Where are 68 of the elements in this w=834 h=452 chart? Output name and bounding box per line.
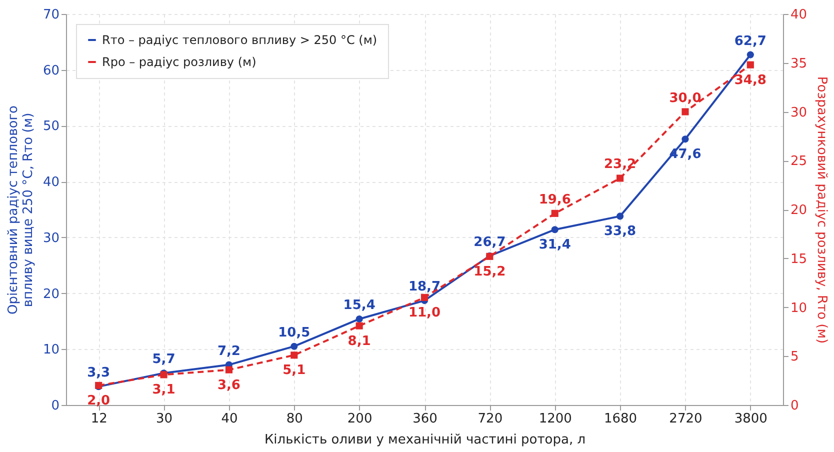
data-label: 30,0 [669,90,702,106]
x-tick-label: 360 [412,412,438,426]
point [746,61,754,68]
y2-tick-label: 25 [790,154,808,170]
data-label: 5,1 [282,363,306,378]
point [682,136,689,143]
x-tick-label: 200 [347,412,372,426]
y-tick-label: 70 [42,8,60,22]
data-label: 3,3 [87,366,110,381]
data-label: 23,2 [604,157,636,172]
x-tick-label: 720 [478,412,503,426]
point [356,315,363,323]
x-tick-label: 1680 [604,412,638,426]
data-label: 3,6 [217,378,240,393]
point [682,108,689,116]
x-axis-title: Кількість оливи у механічній частині ротора, л [264,432,586,448]
point [551,210,558,217]
y-tick-label: 0 [51,398,60,414]
point [356,322,363,330]
y2-tick-label: 15 [790,252,808,267]
legend-label: Rро – радіус розливу (м) [102,55,256,69]
data-label: 3,1 [152,382,176,398]
data-label: 62,7 [734,34,766,49]
y-tick-label: 20 [42,286,60,302]
data-label: 34,8 [734,72,766,88]
data-label: 7,2 [217,344,240,359]
y2-tick-label: 30 [790,105,808,120]
y-tick-label: 50 [42,119,60,134]
point [616,174,624,182]
x-tick-label: 3800 [734,412,768,426]
y2-tick-label: 40 [790,8,808,22]
data-label: 26,7 [474,234,506,250]
data-label: 18,7 [408,280,441,295]
y2-tick-label: 35 [790,56,808,72]
data-label: 33,8 [604,224,636,240]
point [225,366,232,374]
legend-label: Rто – радіус теплового впливу > 250 °C (м) [102,33,378,47]
data-label: 2,0 [87,393,110,408]
data-label: 8,1 [348,334,371,349]
point [420,294,428,302]
point [746,51,754,58]
y-tick-label: 10 [42,342,60,358]
data-label: 15,2 [474,264,506,280]
y-tick-label: 40 [42,175,60,190]
point [290,342,298,350]
data-label: 15,4 [343,298,376,313]
data-label: 11,0 [408,305,441,320]
y-axis-title: Орієнтовний радіус теплового впливу вище 250 °C, Rто (м) [6,105,36,314]
y2-axis-title: Розрахунковий радіус розливу, Rто (м) [814,76,830,344]
data-label: 19,6 [538,192,571,208]
y-tick-label: 60 [42,63,60,78]
data-label: 5,7 [152,352,176,368]
x-tick-label: 80 [286,412,303,426]
y2-tick-label: 10 [790,300,808,316]
data-label: 31,4 [538,238,571,253]
x-tick-label: 12 [90,412,108,426]
y2-tick-label: 5 [790,350,799,365]
point [290,352,298,359]
x-tick-label: 30 [156,412,173,426]
point [551,226,558,234]
x-tick-label: 1200 [538,412,572,426]
x-tick-label: 40 [221,412,238,426]
data-label: 10,5 [278,325,310,340]
x-tick-label: 2720 [669,412,702,426]
y-tick-label: 30 [42,230,60,246]
point [616,212,624,220]
y2-tick-label: 20 [790,203,808,218]
y2-tick-label: 0 [790,398,799,414]
